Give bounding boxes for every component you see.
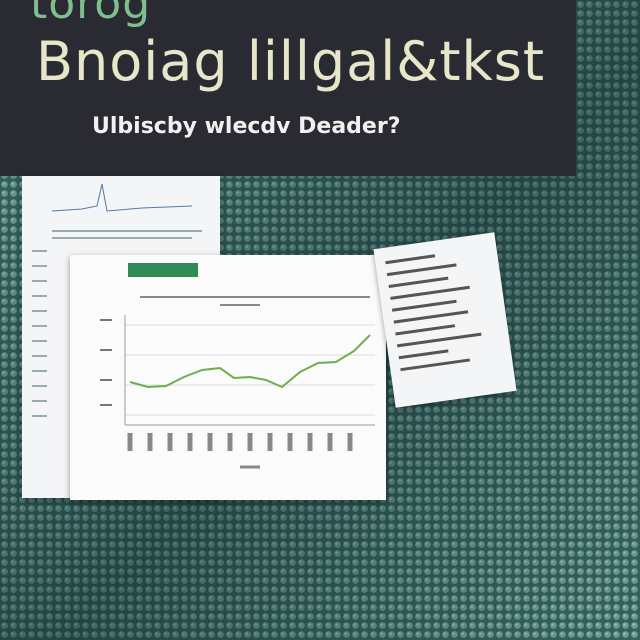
header-banner: torog Bnoiag lillgal&tkst Ulbiscby wlecd… [0, 0, 576, 176]
side-document [373, 232, 517, 408]
text-lines [385, 254, 482, 372]
document-sketch [32, 183, 202, 417]
kicker: torog [30, 0, 152, 29]
title: Bnoiag lillgal&tkst [36, 30, 546, 93]
chart-illustration [100, 263, 375, 469]
chart-card [70, 255, 386, 500]
subtitle: Ulbiscby wlecdv Deader? [92, 114, 401, 139]
